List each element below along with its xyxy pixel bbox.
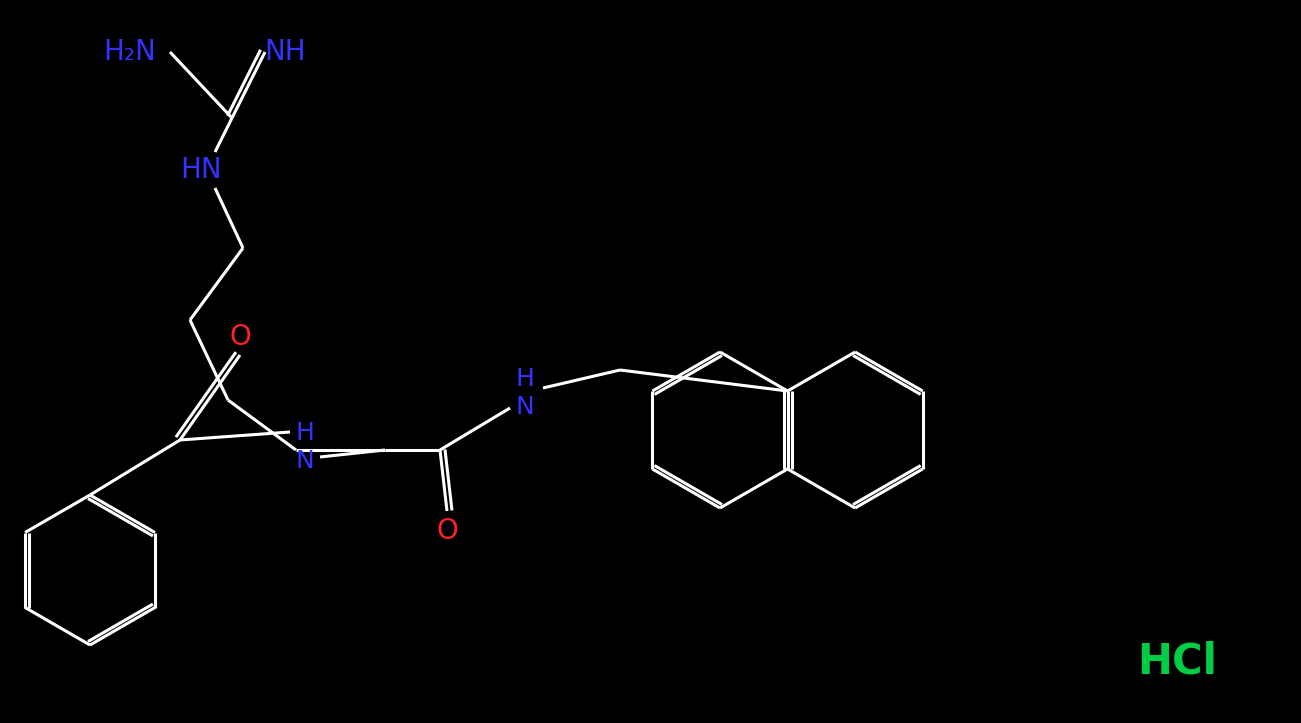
Text: HN: HN [180,156,221,184]
Text: H
N: H N [515,367,535,419]
Text: H
N: H N [295,421,315,473]
Text: HCl: HCl [1137,641,1218,683]
Text: NH: NH [264,38,306,66]
Text: O: O [436,517,458,545]
Text: H₂N: H₂N [104,38,156,66]
Text: O: O [229,323,251,351]
